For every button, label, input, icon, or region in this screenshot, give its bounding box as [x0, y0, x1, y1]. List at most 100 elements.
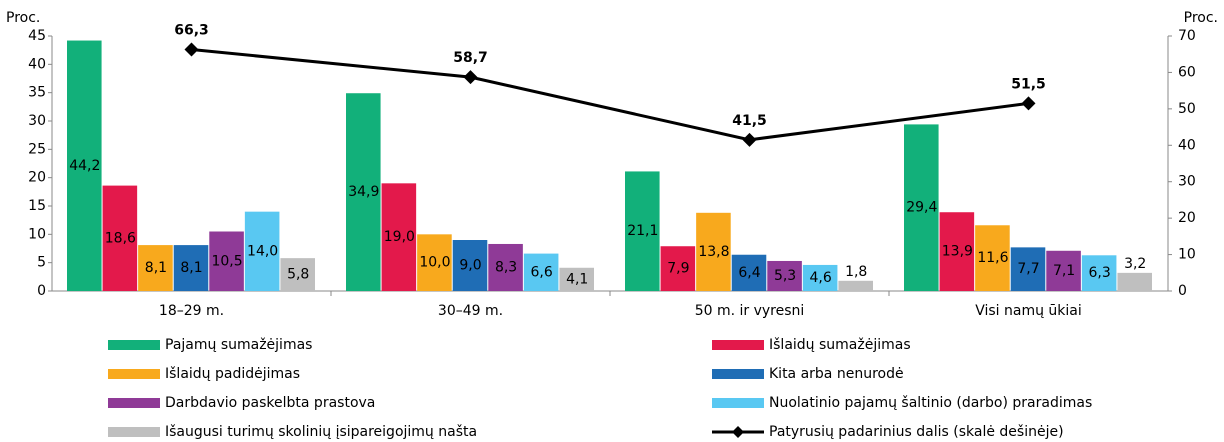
y2-tick-label: 30	[1178, 174, 1196, 190]
data-label: 13,8	[698, 244, 729, 260]
y2-tick-label: 70	[1178, 28, 1196, 44]
y-tick-label: 40	[28, 56, 46, 72]
data-label: 13,9	[942, 244, 973, 260]
data-label: 66,3	[174, 22, 209, 38]
x-tick-label: 30–49 m.	[438, 303, 503, 319]
y-tick-label: 0	[37, 283, 46, 299]
y2-tick-label: 50	[1178, 101, 1196, 117]
legend-swatch	[108, 427, 160, 437]
y2-tick-label: 60	[1178, 64, 1196, 80]
data-label: 11,6	[977, 250, 1008, 266]
data-label: 10,0	[419, 255, 450, 271]
data-label: 3,2	[1124, 256, 1146, 272]
bar	[417, 234, 452, 291]
data-label: 8,1	[180, 260, 202, 276]
bar	[625, 171, 660, 291]
bar	[488, 243, 523, 291]
bar	[904, 124, 939, 292]
y2-tick-label: 20	[1178, 210, 1196, 226]
bar	[381, 183, 417, 291]
y-axis-label: Proc.	[6, 10, 40, 26]
legend-swatch	[712, 398, 764, 408]
y-tick-label: 35	[28, 85, 46, 101]
data-label: 44,2	[69, 158, 100, 174]
bar	[173, 245, 209, 291]
legend-label: Išlaidų padidėjimas	[165, 366, 300, 382]
bar	[280, 258, 315, 291]
bar	[767, 260, 802, 291]
y-tick-label: 25	[28, 141, 46, 157]
legend-label: Nuolatinio pajamų šaltinio (darbo) prara…	[769, 395, 1092, 411]
bar	[1010, 247, 1046, 291]
data-label: 41,5	[732, 113, 767, 129]
data-label: 51,5	[1011, 76, 1046, 92]
data-label: 8,3	[495, 259, 517, 275]
legend-label: Patyrusių padarinius dalis (skalė dešinė…	[769, 424, 1064, 440]
data-label: 5,8	[287, 267, 309, 283]
bar	[102, 185, 138, 291]
bar	[1081, 255, 1117, 291]
data-label: 34,9	[348, 184, 379, 200]
x-tick-label: 50 m. ir vyresni	[695, 303, 805, 319]
y2-tick-label: 10	[1178, 247, 1196, 263]
legend-label: Pajamų sumažėjimas	[165, 337, 312, 353]
data-label: 10,5	[211, 253, 242, 269]
bar	[939, 212, 975, 291]
y2-axis-label: Proc.	[1184, 10, 1218, 26]
bar	[452, 240, 488, 291]
bar	[559, 267, 594, 291]
legend-label: Darbdavio paskelbta prastova	[165, 395, 375, 411]
y-tick-label: 30	[28, 113, 46, 129]
data-label: 14,0	[247, 243, 278, 259]
y2-tick-label: 0	[1178, 283, 1187, 299]
data-label: 6,4	[738, 265, 760, 281]
bar	[1117, 272, 1152, 291]
y-tick-label: 15	[28, 198, 46, 214]
bar	[244, 211, 280, 291]
data-label: 5,3	[774, 268, 796, 284]
data-label: 8,1	[145, 260, 167, 276]
y-tick-label: 20	[28, 170, 46, 186]
x-tick-label: 18–29 m.	[159, 303, 224, 319]
bar	[138, 245, 173, 291]
data-label: 19,0	[384, 229, 415, 245]
legend-swatch	[712, 340, 764, 350]
data-label: 9,0	[459, 258, 481, 274]
data-label: 7,1	[1053, 263, 1075, 279]
legend-swatch	[732, 426, 744, 438]
data-label: 6,6	[531, 264, 553, 280]
legend-swatch	[108, 340, 160, 350]
legend-swatch	[108, 369, 160, 379]
data-label: 18,6	[105, 230, 136, 246]
data-label: 7,9	[667, 261, 689, 277]
data-label: 7,7	[1017, 261, 1039, 277]
y-tick-label: 45	[28, 28, 46, 44]
y-tick-label: 10	[28, 226, 46, 242]
bar	[660, 246, 696, 291]
bar	[346, 93, 381, 291]
marker	[463, 70, 478, 85]
bar	[209, 231, 244, 291]
y2-tick-label: 40	[1178, 137, 1196, 153]
x-tick-label: Visi namų ūkiai	[975, 303, 1082, 319]
data-label: 58,7	[453, 50, 488, 66]
bar	[523, 253, 559, 291]
marker	[1021, 96, 1036, 111]
bar	[802, 264, 838, 291]
legend-label: Kita arba nenurodė	[769, 366, 904, 382]
legend-label: Išlaidų sumažėjimas	[769, 337, 911, 353]
bar	[731, 254, 767, 291]
bar	[1046, 250, 1081, 291]
bar	[838, 280, 873, 291]
marker	[742, 132, 757, 147]
data-label: 4,1	[566, 271, 588, 287]
legend-swatch	[712, 369, 764, 379]
bar	[696, 212, 731, 291]
bar	[975, 225, 1010, 291]
data-label: 4,6	[810, 270, 832, 286]
legend-swatch	[108, 398, 160, 408]
y-tick-label: 5	[37, 255, 46, 271]
data-label: 6,3	[1089, 265, 1111, 281]
data-label: 29,4	[906, 200, 937, 216]
